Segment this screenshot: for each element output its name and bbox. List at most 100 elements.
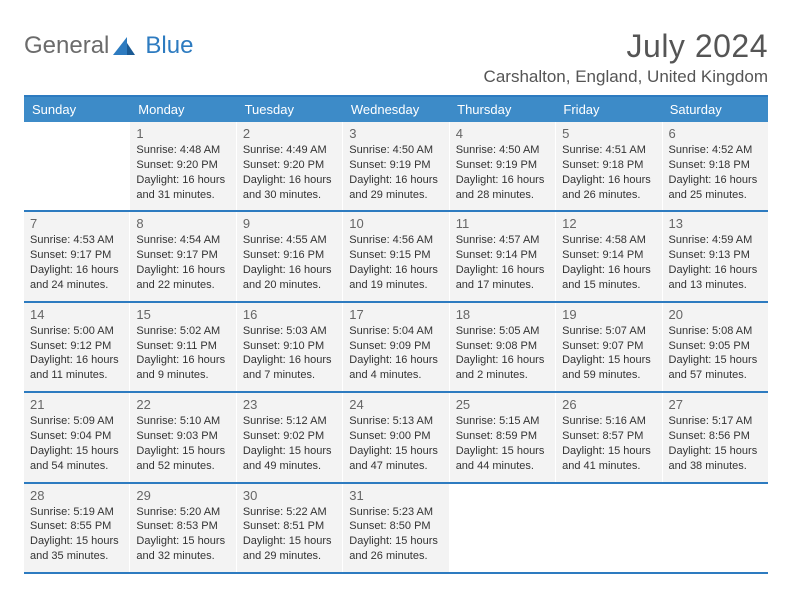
day-number: 27 <box>669 397 762 412</box>
day-info: Sunrise: 4:52 AMSunset: 9:18 PMDaylight:… <box>669 143 762 202</box>
day-info: Sunrise: 4:48 AMSunset: 9:20 PMDaylight:… <box>136 143 229 202</box>
day-info: Sunrise: 4:49 AMSunset: 9:20 PMDaylight:… <box>243 143 336 202</box>
day-number: 30 <box>243 488 336 503</box>
day-info: Sunrise: 4:50 AMSunset: 9:19 PMDaylight:… <box>456 143 549 202</box>
logo-text-general: General <box>24 32 109 60</box>
calendar-row: 21 Sunrise: 5:09 AMSunset: 9:04 PMDayligh… <box>24 393 768 483</box>
calendar-cell: 2 Sunrise: 4:49 AMSunset: 9:20 PMDaylight… <box>237 122 343 210</box>
day-info: Sunrise: 5:13 AMSunset: 9:00 PMDaylight:… <box>349 414 442 473</box>
calendar-row: 28 Sunrise: 5:19 AMSunset: 8:55 PMDayligh… <box>24 484 768 574</box>
day-number: 15 <box>136 307 229 322</box>
day-info: Sunrise: 4:50 AMSunset: 9:19 PMDaylight:… <box>349 143 442 202</box>
day-number: 7 <box>30 216 123 231</box>
page-header: General Blue July 2024 Carshalton, Engla… <box>24 28 768 87</box>
day-info: Sunrise: 5:09 AMSunset: 9:04 PMDaylight:… <box>30 414 123 473</box>
day-number: 24 <box>349 397 442 412</box>
day-info: Sunrise: 5:20 AMSunset: 8:53 PMDaylight:… <box>136 505 229 564</box>
calendar-cell: 31 Sunrise: 5:23 AMSunset: 8:50 PMDayligh… <box>343 484 449 572</box>
day-info: Sunrise: 5:12 AMSunset: 9:02 PMDaylight:… <box>243 414 336 473</box>
weekday-header: Wednesday <box>343 97 449 122</box>
day-info: Sunrise: 5:10 AMSunset: 9:03 PMDaylight:… <box>136 414 229 473</box>
day-number: 4 <box>456 126 549 141</box>
calendar-cell-empty <box>24 122 130 210</box>
day-info: Sunrise: 4:51 AMSunset: 9:18 PMDaylight:… <box>562 143 655 202</box>
day-info: Sunrise: 4:56 AMSunset: 9:15 PMDaylight:… <box>349 233 442 292</box>
day-info: Sunrise: 4:59 AMSunset: 9:13 PMDaylight:… <box>669 233 762 292</box>
calendar-cell: 1 Sunrise: 4:48 AMSunset: 9:20 PMDaylight… <box>130 122 236 210</box>
day-number: 31 <box>349 488 442 503</box>
day-info: Sunrise: 5:15 AMSunset: 8:59 PMDaylight:… <box>456 414 549 473</box>
day-info: Sunrise: 4:58 AMSunset: 9:14 PMDaylight:… <box>562 233 655 292</box>
day-number: 21 <box>30 397 123 412</box>
calendar-cell: 8 Sunrise: 4:54 AMSunset: 9:17 PMDaylight… <box>130 212 236 300</box>
calendar-header-row: SundayMondayTuesdayWednesdayThursdayFrid… <box>24 97 768 122</box>
calendar-cell: 30 Sunrise: 5:22 AMSunset: 8:51 PMDayligh… <box>237 484 343 572</box>
calendar-row: 14Sunrise: 5:00 AMSunset: 9:12 PMDayligh… <box>24 303 768 393</box>
calendar-cell: 10Sunrise: 4:56 AMSunset: 9:15 PMDayligh… <box>343 212 449 300</box>
calendar-cell: 22 Sunrise: 5:10 AMSunset: 9:03 PMDayligh… <box>130 393 236 481</box>
day-info: Sunrise: 4:53 AMSunset: 9:17 PMDaylight:… <box>30 233 123 292</box>
day-info: Sunrise: 5:19 AMSunset: 8:55 PMDaylight:… <box>30 505 123 564</box>
day-number: 20 <box>669 307 762 322</box>
calendar-cell: 7 Sunrise: 4:53 AMSunset: 9:17 PMDaylight… <box>24 212 130 300</box>
day-info: Sunrise: 4:54 AMSunset: 9:17 PMDaylight:… <box>136 233 229 292</box>
logo-text-blue: Blue <box>145 32 193 60</box>
day-number: 28 <box>30 488 123 503</box>
weekday-header: Thursday <box>449 97 555 122</box>
calendar-cell: 15 Sunrise: 5:02 AMSunset: 9:11 PMDayligh… <box>130 303 236 391</box>
calendar-cell: 24 Sunrise: 5:13 AMSunset: 9:00 PMDayligh… <box>343 393 449 481</box>
weekday-header: Saturday <box>662 97 768 122</box>
day-info: Sunrise: 4:57 AMSunset: 9:14 PMDaylight:… <box>456 233 549 292</box>
day-number: 12 <box>562 216 655 231</box>
day-number: 25 <box>456 397 549 412</box>
day-info: Sunrise: 5:16 AMSunset: 8:57 PMDaylight:… <box>562 414 655 473</box>
calendar: SundayMondayTuesdayWednesdayThursdayFrid… <box>24 95 768 574</box>
day-number: 26 <box>562 397 655 412</box>
logo: General Blue <box>24 32 193 60</box>
calendar-cell-empty <box>556 484 662 572</box>
calendar-cell: 11Sunrise: 4:57 AMSunset: 9:14 PMDayligh… <box>450 212 556 300</box>
day-info: Sunrise: 5:17 AMSunset: 8:56 PMDaylight:… <box>669 414 762 473</box>
day-number: 8 <box>136 216 229 231</box>
calendar-cell: 28 Sunrise: 5:19 AMSunset: 8:55 PMDayligh… <box>24 484 130 572</box>
month-title: July 2024 <box>484 28 768 65</box>
day-number: 16 <box>243 307 336 322</box>
day-info: Sunrise: 5:23 AMSunset: 8:50 PMDaylight:… <box>349 505 442 564</box>
day-info: Sunrise: 5:04 AMSunset: 9:09 PMDaylight:… <box>349 324 442 383</box>
calendar-cell: 3 Sunrise: 4:50 AMSunset: 9:19 PMDaylight… <box>343 122 449 210</box>
calendar-cell: 21 Sunrise: 5:09 AMSunset: 9:04 PMDayligh… <box>24 393 130 481</box>
day-info: Sunrise: 5:22 AMSunset: 8:51 PMDaylight:… <box>243 505 336 564</box>
day-info: Sunrise: 5:02 AMSunset: 9:11 PMDaylight:… <box>136 324 229 383</box>
day-info: Sunrise: 5:03 AMSunset: 9:10 PMDaylight:… <box>243 324 336 383</box>
day-number: 5 <box>562 126 655 141</box>
calendar-row: 1 Sunrise: 4:48 AMSunset: 9:20 PMDaylight… <box>24 122 768 212</box>
calendar-cell: 20 Sunrise: 5:08 AMSunset: 9:05 PMDayligh… <box>663 303 768 391</box>
calendar-cell: 23 Sunrise: 5:12 AMSunset: 9:02 PMDayligh… <box>237 393 343 481</box>
day-number: 13 <box>669 216 762 231</box>
day-number: 2 <box>243 126 336 141</box>
calendar-cell: 12 Sunrise: 4:58 AMSunset: 9:14 PMDayligh… <box>556 212 662 300</box>
weekday-header: Friday <box>555 97 661 122</box>
weekday-header: Sunday <box>24 97 130 122</box>
calendar-cell: 26 Sunrise: 5:16 AMSunset: 8:57 PMDayligh… <box>556 393 662 481</box>
calendar-cell: 27 Sunrise: 5:17 AMSunset: 8:56 PMDayligh… <box>663 393 768 481</box>
weekday-header: Tuesday <box>237 97 343 122</box>
calendar-cell: 25 Sunrise: 5:15 AMSunset: 8:59 PMDayligh… <box>450 393 556 481</box>
day-number: 1 <box>136 126 229 141</box>
day-number: 23 <box>243 397 336 412</box>
day-info: Sunrise: 5:07 AMSunset: 9:07 PMDaylight:… <box>562 324 655 383</box>
logo-triangle-icon <box>113 37 135 55</box>
day-info: Sunrise: 5:08 AMSunset: 9:05 PMDaylight:… <box>669 324 762 383</box>
day-number: 18 <box>456 307 549 322</box>
title-block: July 2024 Carshalton, England, United Ki… <box>484 28 768 87</box>
day-number: 19 <box>562 307 655 322</box>
day-info: Sunrise: 4:55 AMSunset: 9:16 PMDaylight:… <box>243 233 336 292</box>
calendar-cell: 17Sunrise: 5:04 AMSunset: 9:09 PMDayligh… <box>343 303 449 391</box>
day-number: 3 <box>349 126 442 141</box>
calendar-cell: 29Sunrise: 5:20 AMSunset: 8:53 PMDayligh… <box>130 484 236 572</box>
day-number: 22 <box>136 397 229 412</box>
calendar-cell: 13 Sunrise: 4:59 AMSunset: 9:13 PMDayligh… <box>663 212 768 300</box>
calendar-cell-empty <box>663 484 768 572</box>
day-number: 14 <box>30 307 123 322</box>
calendar-body: 1 Sunrise: 4:48 AMSunset: 9:20 PMDaylight… <box>24 122 768 574</box>
